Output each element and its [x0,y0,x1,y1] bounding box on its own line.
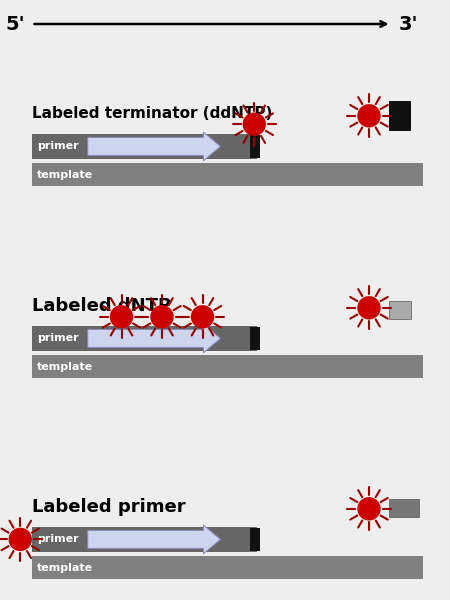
Bar [32,326,256,351]
Text: Labeled terminator (ddNTP): Labeled terminator (ddNTP) [32,106,272,121]
Text: template: template [37,563,93,572]
Ellipse shape [357,497,381,520]
Ellipse shape [357,296,381,319]
Ellipse shape [191,305,214,329]
Bar [32,527,256,552]
Ellipse shape [9,528,32,551]
Ellipse shape [357,104,381,127]
Text: primer: primer [37,334,79,343]
Text: Labeled dNTP: Labeled dNTP [32,297,171,315]
Text: template: template [37,170,93,179]
Bar [250,135,260,158]
Bar [389,499,418,517]
Ellipse shape [110,305,133,329]
Ellipse shape [243,113,266,136]
Bar [32,355,423,378]
Bar [32,134,256,159]
Bar [32,556,423,579]
Text: primer: primer [37,535,79,544]
Bar [389,301,411,319]
Text: Labeled primer: Labeled primer [32,498,185,516]
Bar [389,101,411,131]
Text: 5': 5' [5,14,25,34]
FancyArrow shape [88,525,220,554]
Bar [32,163,423,186]
Text: primer: primer [37,142,79,151]
Ellipse shape [150,305,174,329]
FancyArrow shape [88,132,220,161]
Text: template: template [37,362,93,371]
Text: 3': 3' [398,14,418,34]
Bar [250,528,260,551]
Bar [250,327,260,350]
FancyArrow shape [88,324,220,353]
